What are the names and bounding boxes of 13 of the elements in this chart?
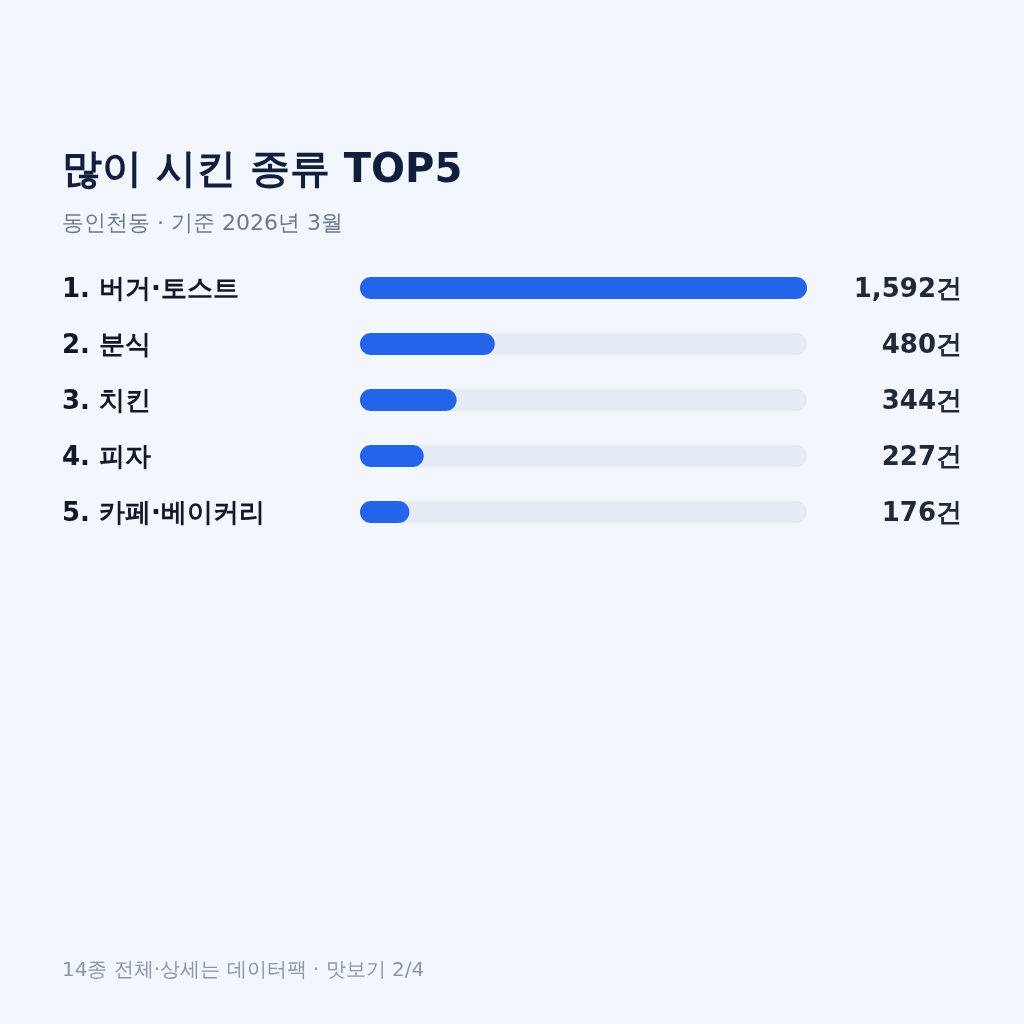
title: 많이 시킨 종류 TOP5 — [62, 145, 463, 191]
value-label: 176건 — [881, 497, 962, 527]
category-label: 1. 버거·토스트 — [62, 273, 239, 303]
category-label: 4. 피자 — [62, 441, 152, 471]
value-label: 480건 — [881, 329, 962, 359]
category-label: 2. 분식 — [62, 329, 152, 359]
category-label: 5. 카페·베이커리 — [62, 497, 265, 527]
annotation: 14종 전체·상세는 데이터팩 · 맛보기 2/4 — [62, 957, 425, 981]
value-label: 344건 — [881, 385, 962, 415]
subtitle: 동인천동 · 기준 2026년 3월 — [62, 210, 343, 235]
category-label: 3. 치킨 — [62, 385, 152, 415]
value-label: 227건 — [881, 441, 962, 471]
value-label: 1,592건 — [853, 273, 962, 303]
